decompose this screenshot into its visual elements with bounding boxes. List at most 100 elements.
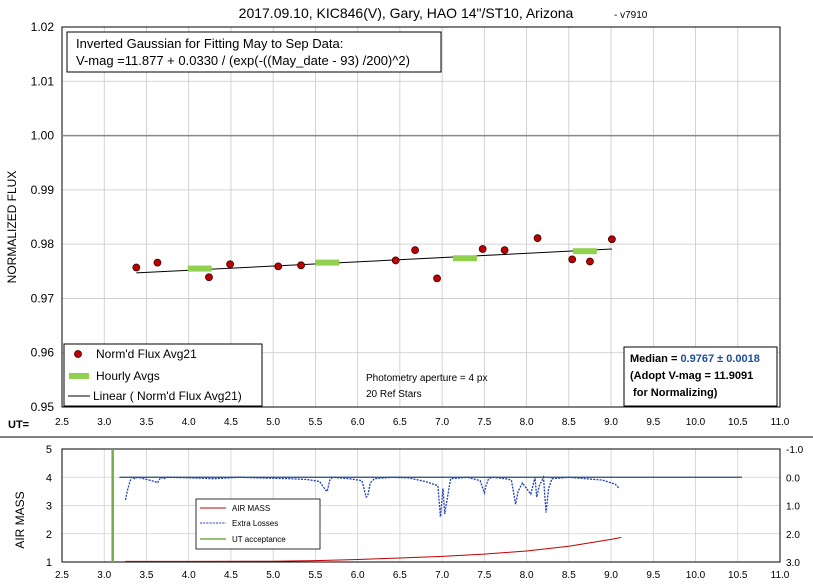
hourly-avg-mark [572,248,597,255]
top-y-tick-label: 1.01 [31,74,55,88]
bottom-y2-tick-label: -1.0 [786,445,804,456]
top-y-tick-label: 0.96 [31,346,55,360]
top-y-tick-labels: 0.95 0.96 0.97 0.98 0.99 1.00 1.01 1.02 [31,20,55,414]
top-chart: 2017.09.10, KIC846(V), Gary, HAO 14"/ST1… [5,5,790,431]
ref-stars-note: 20 Ref Stars [366,389,422,400]
legend-losses-label: Extra Losses [232,519,278,528]
top-x-tick-label: 10.0 [686,417,706,428]
bottom-x-tick-label: 6.5 [393,570,407,581]
top-x-tick-label: 6.0 [351,417,365,428]
legend-hourly-marker [69,373,89,379]
flux-point [153,258,162,267]
top-y-tick-label: 0.97 [31,291,55,305]
bottom-x-tick-label: 8.0 [520,570,534,581]
flux-point [608,235,616,244]
legend-airmass-label: AIR MASS [232,504,270,513]
hourly-avg-mark [315,259,340,266]
hourly-avg-marks [187,248,597,272]
bottom-x-tick-label: 11.0 [771,570,790,581]
top-y-tick-label: 0.99 [31,183,55,197]
top-x-tick-labels: 2.5 3.0 3.5 4.0 4.5 5.0 5.5 6.0 6.5 7.0 7.5 8.0 8.5 9… [55,417,790,428]
bottom-plot-frame [61,448,781,563]
top-x-tick-label: 4.0 [182,417,196,428]
flux-point [586,257,594,266]
flux-point [297,261,305,270]
bottom-legend-box [195,498,321,550]
bottom-y-tick-labels: 1 2 3 4 5 [46,444,52,569]
bottom-y2-tick-label: 2.0 [786,530,800,541]
top-legend-box [63,343,263,407]
bottom-x-tick-label: 10.5 [728,570,748,581]
top-y-tick-label: 0.95 [31,400,55,414]
flux-point [533,234,542,243]
bottom-y-tick-label: 2 [46,529,52,541]
bottom-x-tick-label: 4.0 [182,570,196,581]
top-y-axis-label: NORMALIZED FLUX [5,171,19,284]
flux-point [433,274,441,283]
flux-point [391,256,400,265]
top-x-tick-label: 7.0 [435,417,449,428]
bottom-y2-tick-labels: -1.0 0.0 1.0 2.0 3.0 [786,445,804,569]
ut-axis-prefix: UT= [8,419,29,431]
bottom-x-tick-labels: 2.5 3.0 3.5 4.0 4.5 5.0 5.5 6.0 6.5 7.0 7.5 8.0 8.5 9… [55,570,790,581]
top-y-tick-label: 1.00 [31,129,55,143]
legend-flux-marker [74,350,82,358]
bottom-chart: 1 2 3 4 5 -1.0 0.0 1.0 2.0 3.0 2.5 3.0 3.5 4.0 4.5 5.… [13,444,804,581]
median-text: Median = 0.9767 ± 0.0018 [630,353,760,365]
flux-point [411,246,419,255]
legend-ut-label: UT acceptance [232,535,286,544]
median-label: Median = [630,353,680,365]
median-box [623,346,778,407]
median-value: 0.9767 ± 0.0018 [680,353,759,365]
top-y-tick-label: 1.02 [31,20,55,34]
legend-hourly-label: Hourly Avgs [96,369,160,383]
bottom-x-tick-label: 8.5 [562,570,576,581]
top-x-tick-label: 7.5 [477,417,491,428]
top-x-tick-label: 9.0 [604,417,618,428]
top-x-tick-label: 6.5 [393,417,407,428]
flux-points [132,234,616,283]
chart-title-suffix: - v7910 [614,10,648,21]
bottom-y-tick-label: 3 [46,501,52,513]
flux-point [274,262,283,271]
bottom-x-tick-label: 5.5 [308,570,322,581]
flux-point [478,245,487,253]
bottom-x-tick-label: 5.0 [266,570,280,581]
bottom-y-axis-label: AIR MASS [13,491,27,548]
hourly-avg-mark [187,265,212,272]
top-x-tick-label: 2.5 [55,417,69,428]
bottom-x-tick-label: 7.0 [435,570,449,581]
bottom-y2-tick-label: 0.0 [786,473,800,484]
chart-title: 2017.09.10, KIC846(V), Gary, HAO 14"/ST1… [239,5,574,21]
bottom-x-tick-label: 9.5 [646,570,660,581]
bottom-gridlines [61,448,781,563]
fit-formula-line1: Inverted Gaussian for Fitting May to Sep… [76,36,343,51]
top-x-tick-label: 5.0 [266,417,280,428]
flux-point [226,260,234,269]
fit-formula-line2: V-mag =11.877 + 0.0330 / (exp(-((May_dat… [76,53,410,68]
top-x-tick-label: 8.5 [562,417,576,428]
top-x-tick-label: 9.5 [646,417,660,428]
legend-flux-label: Norm'd Flux Avg21 [96,347,197,361]
flux-point [205,273,213,282]
hourly-avg-mark [452,255,477,262]
bottom-x-tick-label: 7.5 [477,570,491,581]
bottom-y2-tick-label: 1.0 [786,502,800,513]
aperture-note: Photometry aperture = 4 px [366,373,487,384]
legend-linear-label: Linear ( Norm'd Flux Avg21) [93,389,242,403]
top-x-tick-label: 3.5 [140,417,154,428]
bottom-x-tick-label: 3.5 [140,570,154,581]
bottom-y-tick-label: 4 [46,472,52,484]
bottom-x-tick-label: 4.5 [224,570,238,581]
top-x-tick-label: 4.5 [224,417,238,428]
fit-formula-box [66,31,442,73]
adopt-vmag-text: (Adopt V-mag = 11.9091 [630,370,753,382]
bottom-x-tick-label: 2.5 [55,570,69,581]
top-x-tick-label: 8.0 [520,417,534,428]
bottom-x-tick-label: 3.0 [97,570,111,581]
bottom-x-tick-label: 6.0 [351,570,365,581]
top-y-tick-label: 0.98 [31,237,55,251]
top-x-tick-label: 10.5 [728,417,748,428]
bottom-y-tick-label: 5 [46,444,52,456]
